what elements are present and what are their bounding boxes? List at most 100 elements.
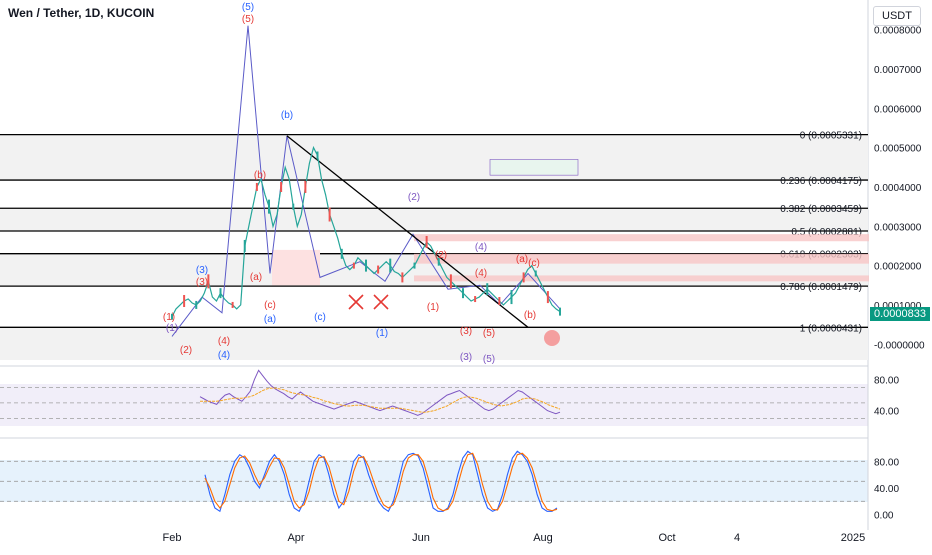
- price-candle: [522, 272, 525, 283]
- resistance-zone: [414, 275, 869, 282]
- fib-label: 0.236 (0.0004175): [780, 176, 862, 187]
- fib-label: 0.382 (0.0003459): [780, 204, 862, 215]
- wave-label: (4): [475, 242, 487, 253]
- price-candle: [486, 283, 489, 296]
- wave-label: (1): [163, 312, 175, 323]
- price-candle: [510, 290, 513, 305]
- price-candle: [425, 236, 428, 249]
- wave-label: (c): [264, 300, 276, 311]
- resistance-zone: [414, 234, 869, 242]
- y-tick-label: 0.0006000: [874, 104, 922, 115]
- wave-label: (b): [281, 110, 293, 121]
- y-tick-label: 0.0004000: [874, 183, 922, 194]
- price-pane-bg: [0, 0, 868, 362]
- wave-label: (3): [196, 265, 208, 276]
- price-candle: [474, 296, 477, 303]
- wave-label: (5): [242, 2, 254, 13]
- wave-label: (4): [475, 268, 487, 279]
- price-candle: [219, 288, 222, 299]
- wave-label: (5): [242, 14, 254, 25]
- price-candle: [352, 262, 355, 269]
- wave-label: (2): [435, 250, 447, 261]
- price-candle: [449, 274, 452, 289]
- wave-label: (b): [524, 310, 536, 321]
- trend-line: [286, 135, 529, 328]
- stoch-tick-label: 0.00: [874, 511, 894, 522]
- y-tick-label: 0.0002000: [874, 262, 922, 273]
- x-tick-label: Apr: [287, 532, 304, 544]
- x-tick-label: 4: [734, 532, 740, 544]
- wave-label: (3): [460, 352, 472, 363]
- price-candle: [292, 203, 295, 210]
- target-box: [489, 159, 579, 176]
- wave-label: (b): [254, 170, 266, 181]
- fib-band: [0, 208, 868, 231]
- price-candle: [365, 259, 367, 272]
- price-candle: [304, 180, 307, 193]
- cross-mark: [348, 294, 364, 310]
- fib-label: 1 (0.0000431): [800, 323, 862, 334]
- price-candle: [413, 262, 416, 269]
- wave-label: (5): [483, 354, 495, 365]
- wave-label: (c): [314, 312, 326, 323]
- fib-label: 0.5 (0.0002881): [791, 227, 862, 238]
- y-tick-label: 0.0001000: [874, 301, 922, 312]
- wave-path: [171, 25, 561, 337]
- price-candle: [231, 301, 234, 308]
- resistance-zone: [414, 253, 869, 264]
- price-candle: [268, 199, 270, 214]
- cross-mark: [373, 294, 389, 310]
- wave-label: (1): [166, 323, 178, 334]
- y-tick-label: 0.0003000: [874, 222, 922, 233]
- price-candle: [328, 207, 331, 222]
- price-candle: [171, 313, 173, 320]
- x-tick-label: Feb: [163, 532, 182, 544]
- price-candle: [389, 258, 392, 273]
- wave-label: (c): [528, 258, 540, 269]
- y-tick-label: -0.0000000: [874, 340, 925, 351]
- wave-label: (4): [218, 350, 230, 361]
- wave-label: (1): [376, 328, 388, 339]
- fib-label: 0.786 (0.0001479): [780, 282, 862, 293]
- wave-label: (a): [250, 272, 262, 283]
- price-candle: [437, 257, 440, 266]
- price-candle: [255, 182, 258, 191]
- price-candle: [498, 297, 501, 306]
- price-candle: [243, 239, 246, 252]
- stoch-series: [204, 452, 558, 512]
- fib-band: [0, 327, 868, 360]
- rsi-tick-label: 80.00: [874, 376, 899, 387]
- target-circle: [544, 330, 560, 346]
- x-tick-label: Aug: [533, 532, 553, 544]
- demand-zone: [272, 249, 320, 286]
- wave-label: (1): [427, 302, 439, 313]
- last-price-tag: 0.0000833: [870, 307, 930, 321]
- y-tick-label: 0.0008000: [874, 26, 922, 37]
- currency-selector[interactable]: USDT: [873, 6, 921, 26]
- y-tick-label: 0.0005000: [874, 144, 922, 155]
- chart-title: Wen / Tether, 1D, KUCOIN: [8, 6, 155, 20]
- price-candle: [534, 270, 537, 277]
- stoch-tick-label: 80.00: [874, 457, 899, 468]
- wave-label: (4): [218, 336, 230, 347]
- price-candle: [280, 181, 283, 192]
- wave-label: (3): [460, 326, 472, 337]
- price-candle: [207, 274, 210, 289]
- fib-label: 0 (0.0005331): [800, 131, 862, 142]
- y-tick-label: 0.0007000: [874, 65, 922, 76]
- price-candle: [195, 300, 198, 309]
- wave-label: (a): [264, 314, 276, 325]
- stoch-series: [204, 450, 558, 513]
- x-tick-label: Oct: [658, 532, 675, 544]
- price-candle: [401, 272, 404, 283]
- rsi-tick-label: 40.00: [874, 407, 899, 418]
- rsi-series: [200, 387, 561, 413]
- wave-label: (5): [483, 328, 495, 339]
- price-candle: [340, 248, 343, 259]
- x-tick-label: 2025: [841, 532, 865, 544]
- stoch-tick-label: 40.00: [874, 484, 899, 495]
- wave-label: (a): [516, 254, 528, 265]
- price-candle: [559, 307, 561, 316]
- x-tick-label: Jun: [412, 532, 430, 544]
